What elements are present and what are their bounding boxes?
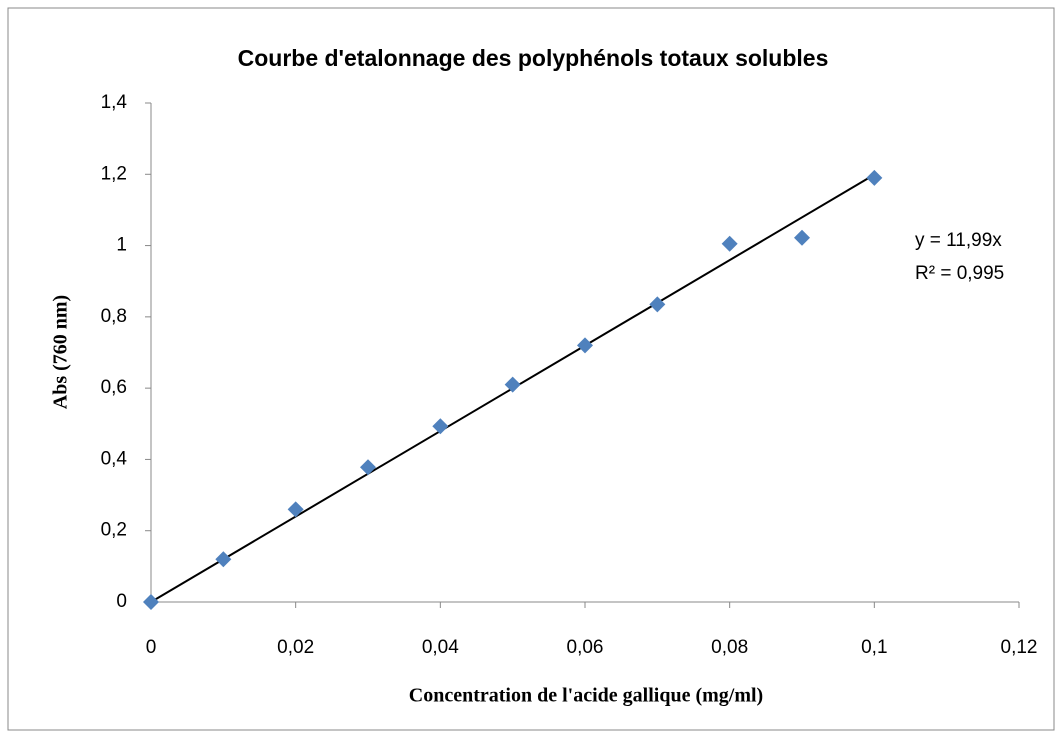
y-tick-label: 0,2 — [101, 520, 127, 541]
point — [287, 501, 304, 518]
point — [721, 235, 738, 252]
point — [794, 229, 810, 246]
y-axis-label: Abs (760 nm) — [50, 295, 72, 409]
x-tick-label: 0 — [146, 637, 157, 658]
y-tick-label: 0,8 — [101, 306, 127, 327]
trendline-r2: R² = 0,995 — [915, 263, 1004, 284]
y-tick-label: 1 — [116, 235, 127, 256]
y-tick-label: 1,2 — [101, 163, 127, 184]
point — [504, 376, 521, 393]
x-tick-label: 0,08 — [711, 637, 748, 658]
y-tick-label: 0,6 — [101, 377, 127, 398]
point — [143, 594, 159, 610]
x-tick-label: 0,1 — [861, 637, 887, 658]
point — [432, 418, 449, 435]
x-tick-label: 0,02 — [277, 637, 314, 658]
point — [649, 296, 666, 313]
chart-title: Courbe d'etalonnage des polyphénols tota… — [238, 45, 829, 71]
y-tick-label: 0 — [116, 591, 127, 612]
x-tick-label: 0,04 — [422, 637, 459, 658]
point — [866, 169, 883, 186]
x-tick-label: 0,12 — [1001, 637, 1038, 658]
trendline-equation: y = 11,99x — [915, 230, 1002, 251]
point — [360, 459, 376, 476]
point — [215, 551, 232, 568]
y-tick-label: 1,4 — [101, 92, 128, 113]
x-tick-label: 0,06 — [567, 637, 604, 658]
x-axis-label: Concentration de l'acide gallique (mg/ml… — [409, 685, 763, 707]
y-tick-label: 0,4 — [101, 448, 128, 469]
chart-border — [7, 7, 1055, 731]
point — [577, 337, 593, 354]
